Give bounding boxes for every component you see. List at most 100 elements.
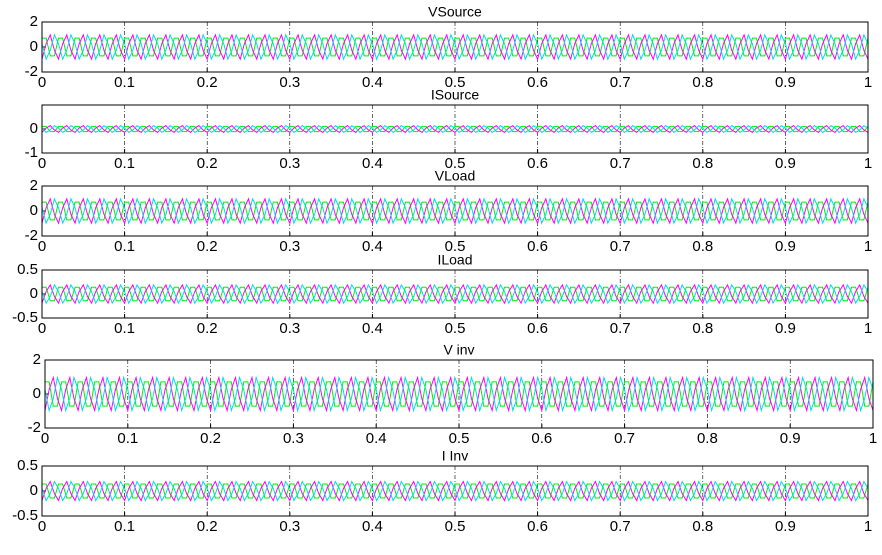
x-tick-label: 0.4 [362, 518, 383, 535]
plot-lines [42, 283, 868, 305]
x-tick-label: 0.9 [775, 74, 796, 91]
y-tick-label: -0.5 [12, 309, 38, 326]
series-line [42, 283, 868, 305]
series-line [42, 283, 868, 305]
x-tick-label: 0.8 [697, 430, 718, 447]
x-tick-label: 0.8 [692, 155, 713, 172]
x-tick-label: 0.5 [445, 155, 466, 172]
axes-frame [41, 185, 869, 237]
subplot-title: ILoad [437, 252, 472, 268]
series-line [42, 201, 868, 221]
x-tick-label: 0.8 [692, 518, 713, 535]
x-tick-label: 0 [41, 430, 49, 447]
y-tick-label: 0 [30, 202, 38, 219]
x-tick-label: 0.5 [449, 430, 470, 447]
x-tick-label: 0.1 [114, 320, 135, 337]
x-tick-label: 0.4 [362, 74, 383, 91]
y-tick-label: -0.5 [12, 507, 38, 524]
x-tick-label: 1 [864, 518, 872, 535]
y-tick-label: -2 [25, 227, 38, 244]
x-tick-label: 0.5 [445, 74, 466, 91]
x-tick-label: 0.3 [279, 238, 300, 255]
series-line [42, 33, 868, 61]
x-tick-label: 0.5 [445, 518, 466, 535]
x-tick-label: 0.1 [114, 74, 135, 91]
x-tick-label: 0.9 [775, 518, 796, 535]
x-tick-label: 0.3 [279, 320, 300, 337]
y-tick-label: 0 [30, 482, 38, 499]
x-tick-label: 0.9 [780, 430, 801, 447]
x-tick-label: 0 [38, 238, 46, 255]
y-tick-label: -2 [25, 63, 38, 80]
x-tick-label: 0.2 [197, 74, 218, 91]
plot-lines [42, 33, 868, 61]
series-line [42, 483, 868, 499]
x-tick-label: 0.6 [531, 430, 552, 447]
x-tick-label: 0.8 [692, 320, 713, 337]
x-tick-label: 0.7 [610, 320, 631, 337]
y-tick-label: -2 [28, 419, 41, 436]
x-tick-label: 1 [864, 320, 872, 337]
x-tick-label: 1 [864, 155, 872, 172]
x-tick-label: 0.1 [114, 238, 135, 255]
x-tick-label: 0.2 [200, 430, 221, 447]
x-tick-label: 1 [864, 238, 872, 255]
x-tick-label: 0.1 [114, 518, 135, 535]
x-tick-label: 0.6 [527, 518, 548, 535]
series-line [42, 33, 868, 61]
plot-lines [42, 125, 868, 133]
x-tick-label: 0.5 [445, 238, 466, 255]
subplot-title: VSource [428, 4, 482, 20]
series-line [45, 375, 873, 413]
axes-frame [41, 269, 869, 319]
series-line [42, 480, 868, 502]
x-tick-label: 0.9 [775, 238, 796, 255]
y-tick-label: 2 [33, 351, 41, 368]
y-tick-label: 0 [33, 385, 41, 402]
y-tick-label: 2 [30, 13, 38, 30]
x-tick-label: 0.2 [197, 518, 218, 535]
axes-frame [41, 21, 869, 73]
x-tick-label: 0.8 [692, 74, 713, 91]
series-line [42, 125, 868, 133]
y-tick-label: -1 [25, 144, 38, 161]
x-tick-label: 0.1 [117, 430, 138, 447]
x-tick-label: 0.2 [197, 155, 218, 172]
series-line [42, 37, 868, 57]
x-tick-label: 0.4 [366, 430, 387, 447]
subplot: 0 0.1 0.2 0.3 0.4 0.5 0.6 0.7 0.8 0.9 1-0.500.5I I… [12, 448, 872, 535]
subplot-title: ISource [431, 87, 479, 103]
x-tick-label: 0.6 [527, 155, 548, 172]
x-tick-label: 0.4 [362, 238, 383, 255]
x-tick-label: 0.7 [614, 430, 635, 447]
x-tick-label: 0.7 [610, 74, 631, 91]
x-tick-label: 0 [38, 74, 46, 91]
series-line [42, 125, 868, 133]
y-tick-label: 2 [30, 177, 38, 194]
subplot-title: I Inv [442, 448, 468, 464]
x-tick-label: 0.2 [197, 320, 218, 337]
x-tick-label: 0.1 [114, 155, 135, 172]
x-tick-label: 0 [38, 320, 46, 337]
x-tick-label: 1 [864, 74, 872, 91]
x-tick-label: 0.3 [283, 430, 304, 447]
subplot: 0 0.1 0.2 0.3 0.4 0.5 0.6 0.7 0.8 0.9 1-0.500.5ILo… [12, 252, 872, 337]
x-tick-label: 0.3 [279, 74, 300, 91]
axes-frame [41, 104, 869, 154]
y-tick-label: 0 [30, 38, 38, 55]
x-tick-label: 0.5 [445, 320, 466, 337]
axes-frame [41, 465, 869, 517]
x-tick-label: 0.8 [692, 238, 713, 255]
x-tick-label: 0.3 [279, 155, 300, 172]
x-tick-label: 0.9 [775, 155, 796, 172]
x-tick-label: 0.6 [527, 238, 548, 255]
x-tick-label: 0 [38, 155, 46, 172]
x-tick-label: 1 [869, 430, 877, 447]
x-tick-label: 0.9 [775, 320, 796, 337]
subplot-title: V inv [443, 342, 474, 358]
